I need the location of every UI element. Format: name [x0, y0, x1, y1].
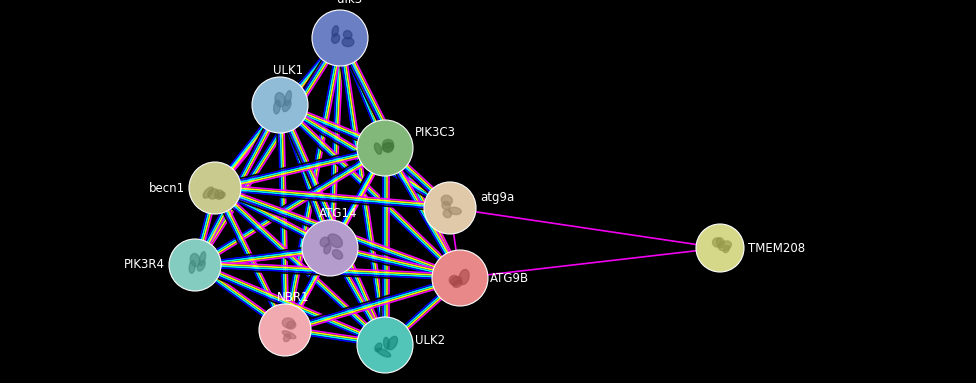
Circle shape: [357, 120, 413, 176]
Text: PIK3R4: PIK3R4: [124, 259, 165, 272]
Ellipse shape: [453, 280, 462, 287]
Circle shape: [302, 220, 358, 276]
Ellipse shape: [382, 142, 394, 151]
Ellipse shape: [449, 207, 462, 214]
Ellipse shape: [287, 321, 296, 329]
Ellipse shape: [441, 195, 453, 205]
Ellipse shape: [208, 189, 219, 199]
Text: TMEM208: TMEM208: [748, 242, 805, 254]
Ellipse shape: [377, 348, 390, 357]
Ellipse shape: [343, 38, 354, 47]
Circle shape: [259, 304, 311, 356]
Circle shape: [312, 10, 368, 66]
Ellipse shape: [197, 260, 205, 271]
Text: becn1: becn1: [149, 182, 185, 195]
Ellipse shape: [333, 250, 343, 259]
Ellipse shape: [449, 275, 459, 285]
Ellipse shape: [383, 143, 393, 152]
Text: atg9a: atg9a: [480, 192, 514, 205]
Ellipse shape: [275, 93, 285, 107]
Ellipse shape: [443, 210, 452, 218]
Ellipse shape: [716, 237, 724, 248]
Circle shape: [189, 162, 241, 214]
Ellipse shape: [459, 270, 469, 285]
Ellipse shape: [328, 234, 343, 247]
Circle shape: [432, 250, 488, 306]
Ellipse shape: [344, 31, 352, 39]
Ellipse shape: [320, 237, 330, 247]
Text: ATG9B: ATG9B: [490, 272, 529, 285]
Ellipse shape: [375, 143, 382, 154]
Ellipse shape: [199, 252, 206, 266]
Ellipse shape: [718, 241, 731, 251]
Ellipse shape: [332, 26, 339, 36]
Text: ATG14: ATG14: [319, 207, 357, 220]
Ellipse shape: [282, 331, 296, 339]
Ellipse shape: [203, 187, 214, 198]
Text: PIK3C3: PIK3C3: [415, 126, 456, 139]
Ellipse shape: [273, 100, 280, 114]
Text: ULK1: ULK1: [273, 64, 304, 77]
Ellipse shape: [282, 100, 291, 111]
Ellipse shape: [712, 238, 721, 247]
Text: ulk3: ulk3: [338, 0, 362, 6]
Text: NBR1: NBR1: [277, 291, 309, 304]
Ellipse shape: [189, 260, 195, 273]
Ellipse shape: [332, 34, 340, 43]
Ellipse shape: [282, 318, 295, 328]
Circle shape: [424, 182, 476, 234]
Ellipse shape: [451, 277, 462, 286]
Ellipse shape: [285, 91, 292, 106]
Circle shape: [252, 77, 308, 133]
Ellipse shape: [283, 334, 291, 342]
Circle shape: [696, 224, 744, 272]
Circle shape: [169, 239, 221, 291]
Ellipse shape: [215, 190, 224, 199]
Ellipse shape: [723, 246, 729, 253]
Ellipse shape: [387, 336, 397, 350]
Ellipse shape: [218, 192, 225, 198]
Ellipse shape: [375, 343, 382, 352]
Ellipse shape: [383, 139, 393, 148]
Ellipse shape: [384, 337, 389, 349]
Ellipse shape: [190, 254, 200, 267]
Ellipse shape: [324, 244, 331, 254]
Ellipse shape: [442, 201, 450, 210]
Circle shape: [357, 317, 413, 373]
Text: ULK2: ULK2: [415, 334, 445, 347]
